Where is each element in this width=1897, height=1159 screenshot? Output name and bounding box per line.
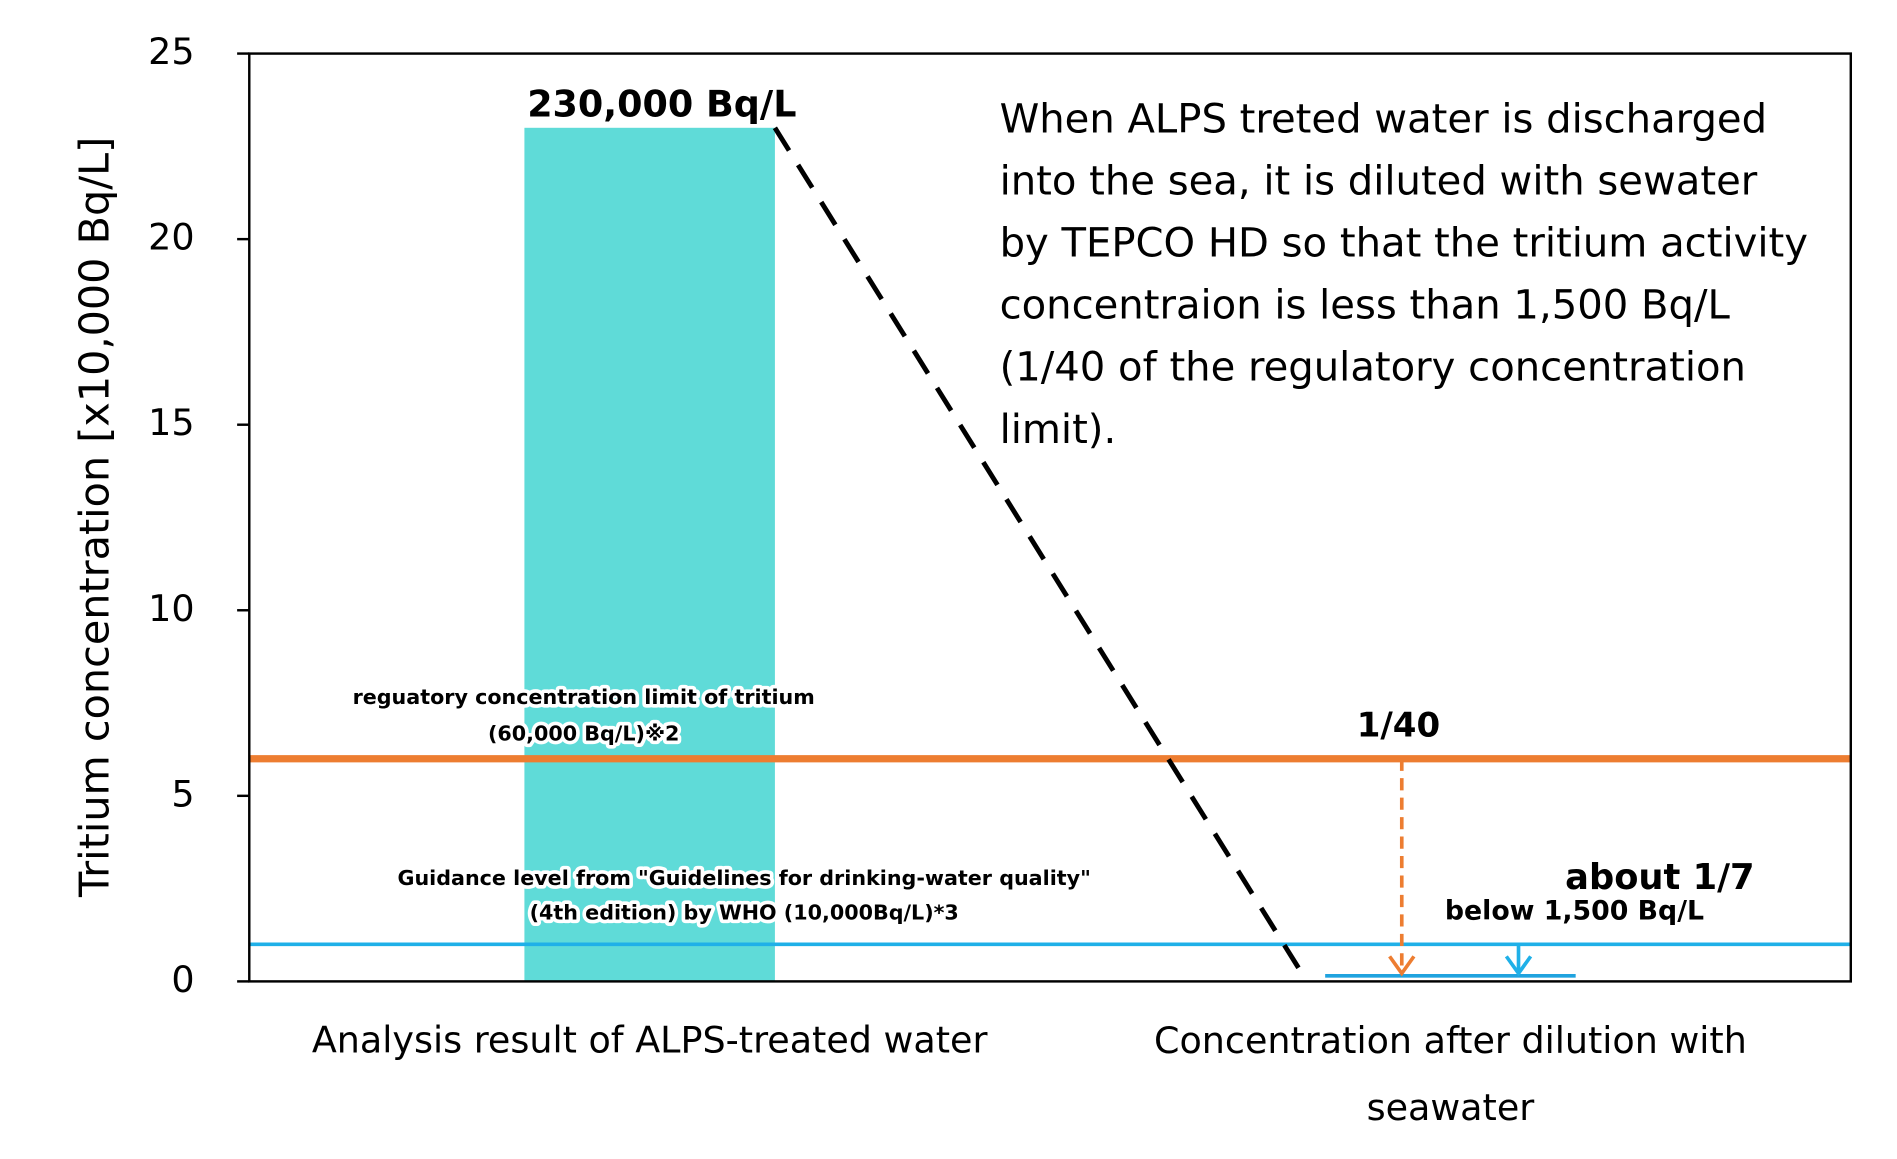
dilution-line — [772, 126, 1309, 983]
annotation-line: concentraion is less than 1,500 Bq/L — [1000, 283, 1731, 329]
y-tick-label: 10 — [148, 587, 194, 630]
bar — [524, 127, 775, 982]
y-tick-label: 15 — [148, 401, 194, 444]
y-axis-label: Tritium concentration [x10,000 Bq/L] — [70, 137, 118, 898]
value-label: below 1,500 Bq/L — [1445, 896, 1704, 927]
annotation-line: (1/40 of the regulatory concentration — [1000, 345, 1746, 391]
arrow-head — [1388, 955, 1416, 977]
ratio-label: about 1/7 — [1565, 857, 1754, 898]
annotation-line: limit). — [1000, 407, 1117, 453]
annotation-line: by TEPCO HD so that the tritium activity — [1000, 221, 1808, 267]
x-tick-label: Analysis result of ALPS-treated water — [312, 1019, 988, 1062]
annotation-line: When ALPS treted water is discharged — [1000, 97, 1767, 143]
bar — [1325, 974, 1576, 978]
annotation-line: into the sea, it is diluted with sewater — [1000, 159, 1758, 205]
reference-label: Guidance level from "Guidelines for drin… — [398, 866, 1091, 924]
y-tick-label: 0 — [171, 958, 194, 1001]
value-label: 230,000 Bq/L — [527, 82, 796, 125]
y-tick-label: 20 — [148, 216, 194, 259]
y-tick-label: 5 — [171, 772, 194, 815]
y-tick-label: 25 — [148, 30, 194, 73]
ratio-label: 1/40 — [1357, 706, 1440, 746]
x-tick-label: Concentration after dilution with seawate… — [1154, 1019, 1747, 1129]
arrow-head — [1504, 955, 1533, 977]
plot-frame — [248, 52, 1853, 983]
reference-label: reguatory concentration limit of tritium… — [353, 685, 815, 745]
